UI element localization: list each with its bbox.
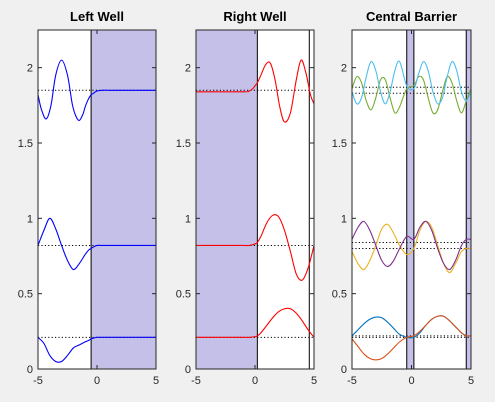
barrier-region-1	[196, 30, 258, 369]
series-line-3	[196, 59, 314, 123]
y-tick-label: 0	[185, 364, 191, 376]
y-tick-label: 0.5	[176, 289, 191, 301]
x-tick-label: 5	[153, 375, 159, 387]
x-tick-label: 5	[311, 375, 317, 387]
x-tick-label: 0	[252, 375, 258, 387]
y-tick-label: 0	[27, 364, 33, 376]
series-line-3	[38, 59, 156, 121]
y-tick-label: 2	[185, 63, 191, 75]
chart-title: Right Well	[223, 9, 286, 24]
y-tick-label: 1	[185, 213, 191, 225]
series-line-2	[38, 217, 156, 271]
x-tick-label: -5	[347, 375, 357, 387]
chart-title: Left Well	[70, 9, 124, 24]
series-line-1	[38, 336, 156, 363]
y-tick-label: 2	[27, 63, 33, 75]
barrier-region-1	[406, 30, 414, 369]
y-tick-label: 1.5	[18, 138, 33, 150]
y-tick-label: 1.5	[176, 138, 191, 150]
plot-content	[38, 30, 156, 369]
barrier-region-2	[466, 30, 471, 369]
y-tick-label: 2	[341, 63, 347, 75]
series-line-2	[352, 315, 471, 361]
y-tick-label: 1	[27, 213, 33, 225]
barrier-region-1	[91, 30, 156, 369]
series-line-3	[352, 220, 471, 274]
x-tick-label: 0	[408, 375, 414, 387]
series-line-1	[196, 307, 314, 338]
y-tick-label: 0.5	[18, 289, 33, 301]
y-tick-label: 0	[341, 364, 347, 376]
series-line-5	[352, 75, 471, 115]
series-line-4	[352, 220, 471, 271]
y-tick-label: 1	[341, 213, 347, 225]
series-line-6	[352, 60, 471, 105]
x-tick-label: -5	[33, 375, 43, 387]
x-tick-label: 0	[94, 375, 100, 387]
y-tick-label: 0.5	[332, 289, 347, 301]
x-tick-label: -5	[191, 375, 201, 387]
plot-content	[352, 30, 471, 369]
y-tick-label: 1.5	[332, 138, 347, 150]
series-line-2	[196, 214, 314, 281]
chart-title: Central Barrier	[366, 9, 457, 24]
plot-content	[196, 30, 314, 369]
x-tick-label: 5	[468, 375, 474, 387]
